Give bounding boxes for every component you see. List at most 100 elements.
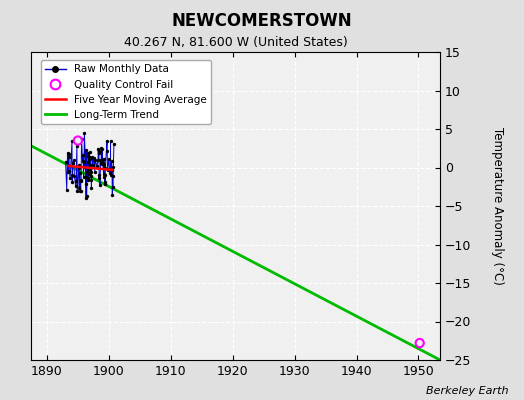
Point [73, 142, 81, 149]
Point [100, 173, 108, 180]
Point [85, 149, 94, 156]
Point [70, 172, 79, 179]
Point [103, 137, 111, 144]
Point [75, 162, 83, 169]
Point [108, 166, 116, 173]
Point [84, 150, 92, 156]
Point [103, 167, 112, 174]
Point [66, 175, 74, 182]
Point [85, 171, 93, 177]
Point [416, 340, 424, 346]
Point [95, 150, 103, 156]
Point [82, 181, 91, 187]
Point [97, 158, 105, 165]
Point [74, 164, 83, 171]
Point [90, 154, 98, 161]
Point [65, 154, 73, 160]
Point [100, 161, 108, 168]
Point [69, 160, 77, 166]
Point [100, 170, 108, 177]
Point [82, 174, 90, 180]
Point [101, 165, 110, 172]
Point [94, 146, 102, 152]
Point [89, 162, 97, 168]
Point [65, 167, 73, 174]
Point [82, 192, 91, 199]
Point [105, 166, 114, 172]
Point [108, 192, 116, 198]
Point [70, 157, 78, 163]
Point [106, 170, 115, 176]
Point [109, 164, 117, 170]
Point [97, 160, 105, 166]
Point [87, 169, 95, 175]
Point [101, 179, 110, 185]
Point [83, 175, 92, 182]
Point [85, 162, 94, 168]
Point [95, 175, 103, 181]
Point [91, 157, 100, 163]
Point [77, 177, 85, 184]
Point [105, 156, 113, 162]
Point [97, 144, 105, 151]
Point [98, 161, 106, 168]
Point [101, 172, 109, 178]
Point [108, 184, 117, 190]
Point [71, 183, 80, 190]
Text: NEWCOMERSTOWN: NEWCOMERSTOWN [172, 12, 352, 30]
Point [93, 163, 101, 169]
Text: Berkeley Earth: Berkeley Earth [426, 386, 508, 396]
Point [74, 137, 82, 144]
Y-axis label: Temperature Anomaly (°C): Temperature Anomaly (°C) [491, 127, 504, 285]
Point [108, 173, 117, 180]
Point [84, 158, 92, 165]
Point [68, 171, 77, 178]
Point [106, 172, 115, 178]
Point [68, 138, 76, 144]
Point [77, 188, 85, 195]
Point [87, 185, 95, 191]
Point [88, 154, 96, 160]
Point [95, 172, 104, 179]
Point [101, 181, 109, 187]
Point [77, 177, 85, 183]
Point [73, 188, 81, 194]
Point [86, 166, 94, 172]
Point [78, 158, 86, 164]
Point [68, 179, 77, 185]
Point [75, 170, 84, 176]
Point [99, 160, 107, 166]
Point [63, 150, 72, 156]
Point [83, 169, 91, 175]
Point [80, 164, 88, 170]
Point [94, 148, 103, 154]
Point [85, 154, 93, 160]
Point [84, 166, 92, 172]
Legend: Raw Monthly Data, Quality Control Fail, Five Year Moving Average, Long-Term Tren: Raw Monthly Data, Quality Control Fail, … [41, 60, 211, 124]
Point [64, 168, 72, 175]
Point [79, 152, 87, 159]
Point [98, 146, 106, 152]
Point [78, 136, 86, 142]
Point [84, 177, 93, 183]
Point [75, 185, 83, 191]
Title: 40.267 N, 81.600 W (United States): 40.267 N, 81.600 W (United States) [124, 36, 348, 50]
Point [103, 148, 112, 154]
Point [88, 172, 96, 179]
Point [80, 130, 89, 136]
Point [100, 155, 108, 162]
Point [107, 158, 116, 165]
Point [64, 151, 73, 157]
Point [80, 174, 88, 181]
Point [84, 153, 93, 159]
Point [106, 138, 115, 144]
Point [82, 194, 90, 201]
Point [84, 156, 93, 162]
Point [96, 157, 105, 163]
Point [76, 187, 84, 194]
Point [96, 182, 104, 188]
Point [61, 158, 70, 165]
Point [110, 141, 118, 147]
Point [86, 156, 94, 162]
Point [94, 157, 102, 163]
